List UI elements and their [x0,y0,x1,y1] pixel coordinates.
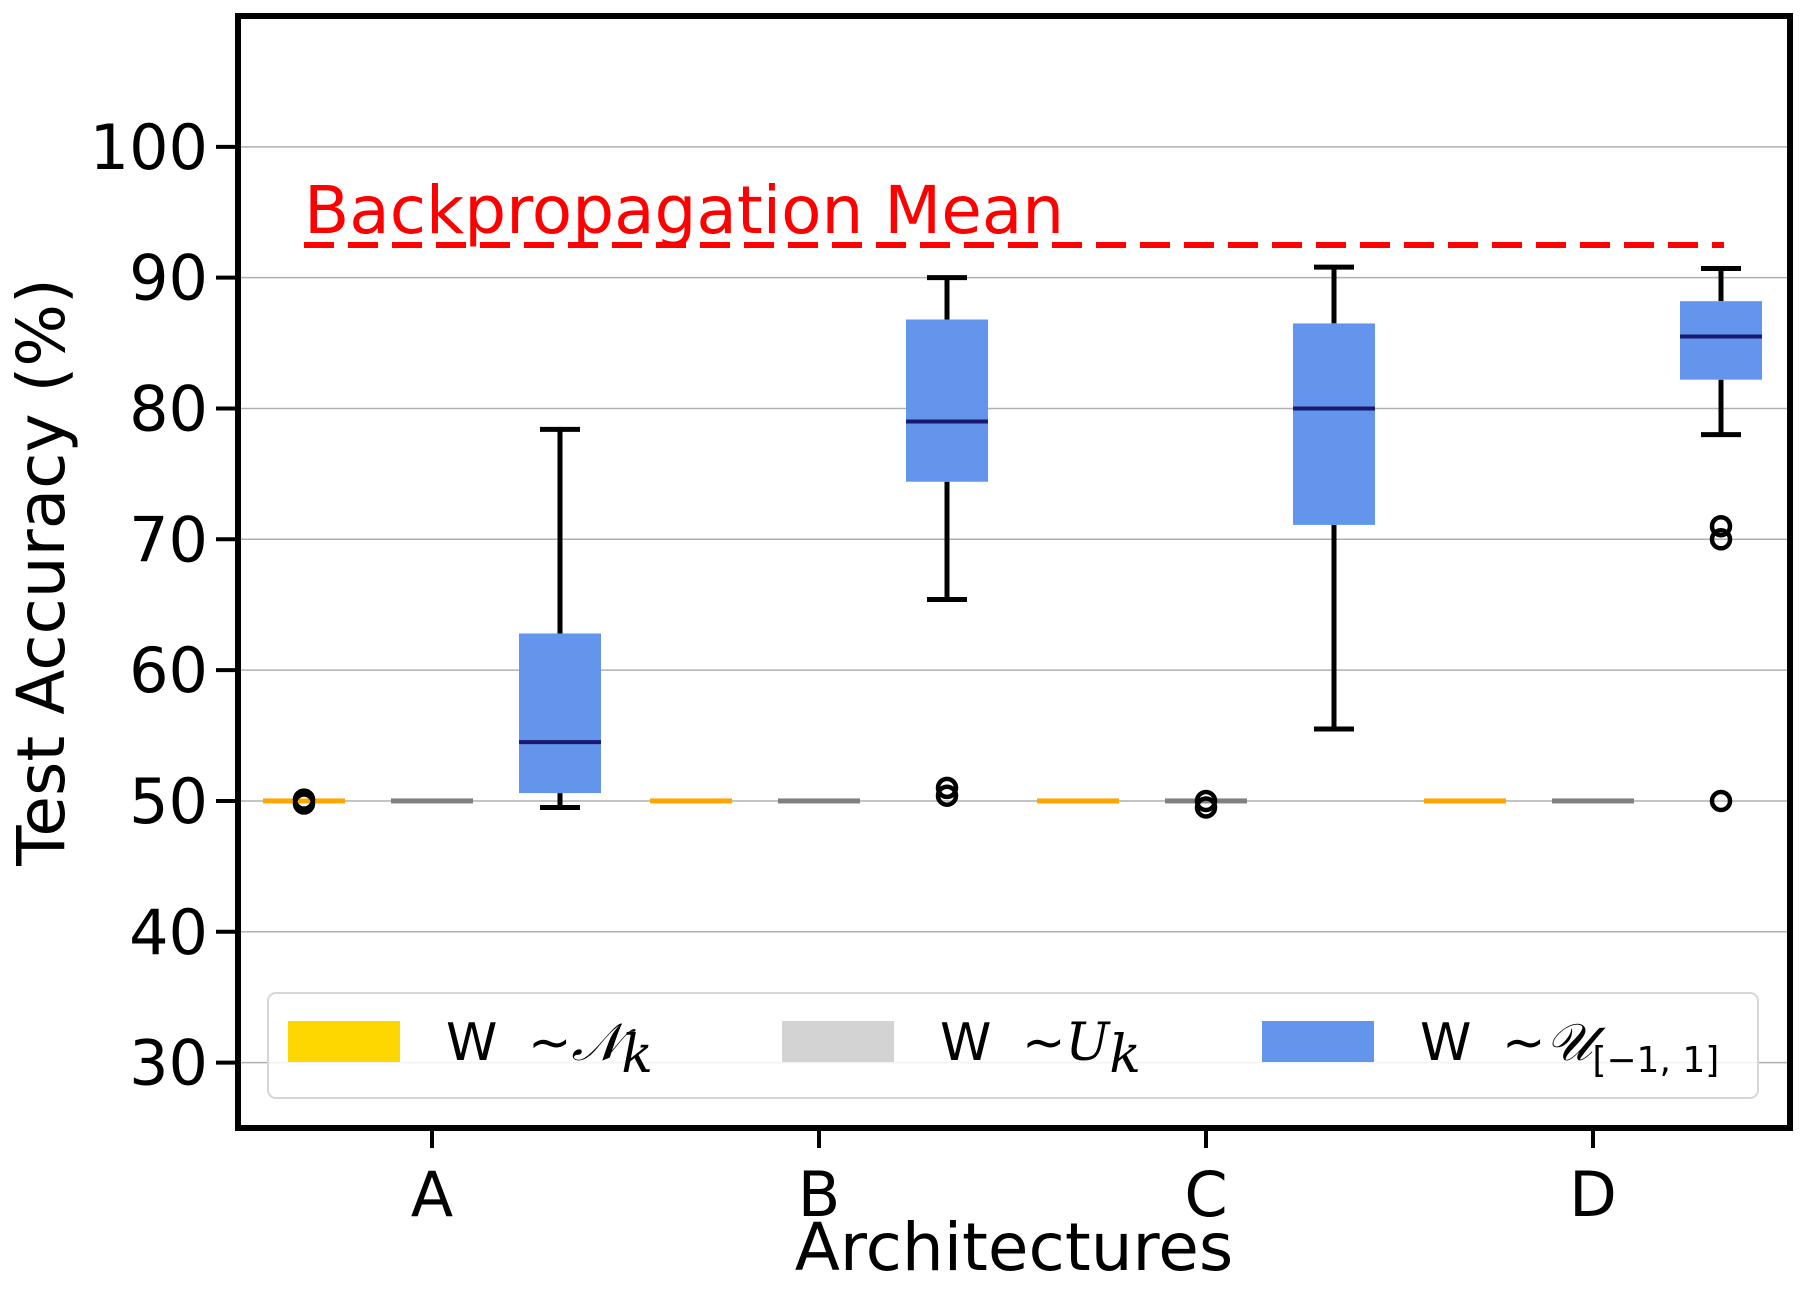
box-1-D [1552,798,1634,804]
median-line [1165,798,1247,804]
median-line [1424,798,1506,804]
y-tick-label-30: 30 [129,1027,208,1100]
box-body [519,633,601,794]
y-tick-label-40: 40 [129,896,208,969]
outlier-0 [935,784,959,807]
outlier-1 [1194,789,1218,813]
legend: W ~𝒩k W ~Uk W ~𝒰[−1, 1] [267,992,1759,1099]
legend-swatch [782,1021,894,1062]
legend-swatch [1262,1021,1374,1062]
median-line [778,798,860,804]
reference-line-group: Backpropagation Mean [304,172,1724,249]
median-line [263,798,345,804]
legend-entry-2: W ~𝒰[−1, 1] [1262,1013,1719,1081]
y-tick-label-60: 60 [129,634,208,707]
median-line [391,798,473,804]
x-tick-label-C: C [1184,1158,1227,1231]
outlier-1 [292,788,316,811]
legend-entry-1: W ~Uk [782,1013,1141,1085]
outlier-2 [1709,514,1733,538]
backpropagation-mean-label: Backpropagation Mean [304,172,1064,249]
legend-swatch [288,1021,400,1062]
axes: 30 40 50 60 70 80 90 100 A B C D [90,111,1617,1231]
x-tick-label-D: D [1569,1158,1617,1231]
y-tick-label-50: 50 [129,765,208,838]
box-2-B [906,275,988,807]
box-plots [263,264,1762,819]
legend-entry-0: W ~𝒩k [288,1013,653,1085]
legend-label: W ~𝒩k [446,1013,653,1085]
box-2-A [519,426,601,810]
legend-label: W ~Uk [940,1013,1141,1085]
y-axis-title: Test Accuracy (%) [3,278,80,866]
y-tick-label-90: 90 [129,242,208,315]
box-0-A [263,788,345,815]
box-1-C [1165,789,1247,819]
y-tick-label-100: 100 [90,111,208,184]
plot-frame [235,13,1793,1131]
median-line [1552,798,1634,804]
box-2-D [1680,265,1762,813]
box-0-D [1424,798,1506,804]
outlier-0 [1709,789,1733,813]
x-tick-label-B: B [798,1158,841,1231]
outlier-1 [935,776,959,800]
box-body [1293,323,1375,525]
y-tick-label-80: 80 [129,372,208,445]
box-0-C [1037,798,1119,804]
box-1-A [391,798,473,804]
outlier-1 [1709,528,1733,551]
box-2-C [1293,264,1375,732]
x-tick-label-A: A [411,1158,453,1231]
legend-label: W ~𝒰[−1, 1] [1420,1013,1719,1081]
median-line [1037,798,1119,804]
box-0-B [650,798,732,804]
box-body [906,319,988,482]
x-axis-title: Architectures [795,1209,1233,1286]
box-1-B [778,798,860,804]
legend-box [267,992,1759,1099]
y-tick-label-70: 70 [129,503,208,576]
box-body [1680,301,1762,380]
median-line [650,798,732,804]
